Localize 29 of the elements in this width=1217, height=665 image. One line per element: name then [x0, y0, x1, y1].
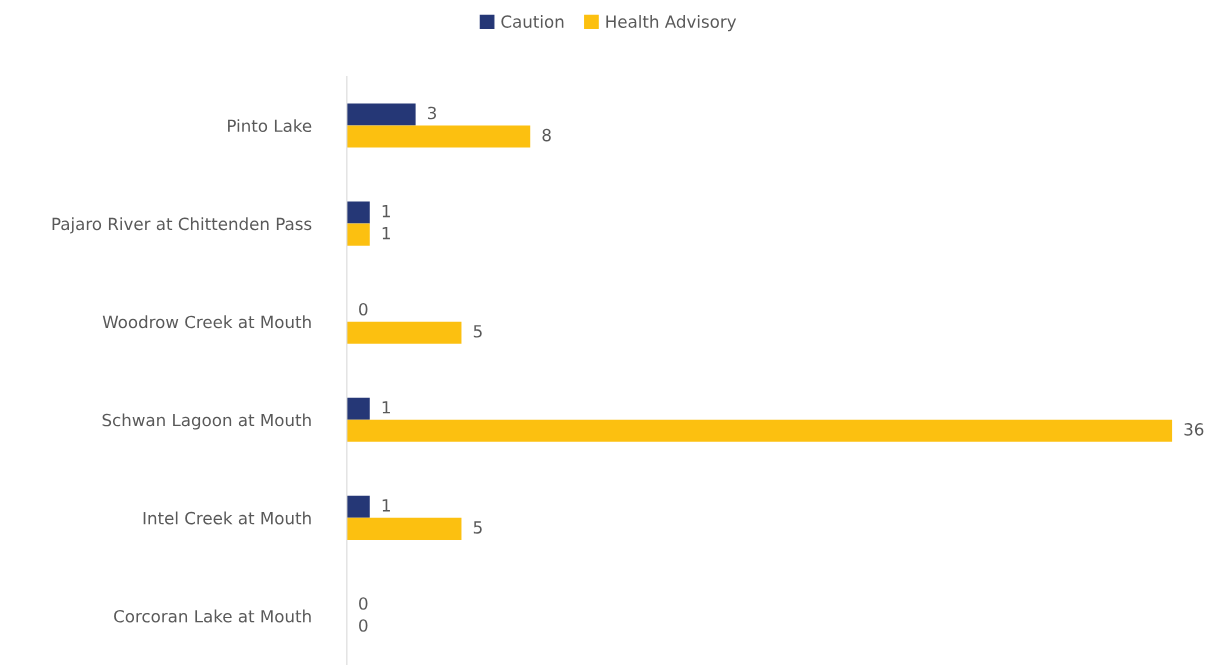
- y-tick-label: Pinto Lake: [228, 119, 312, 133]
- data-label: 0: [359, 597, 368, 610]
- data-label: 1: [382, 205, 390, 218]
- data-label: 8: [542, 128, 551, 142]
- data-label: 1: [382, 401, 390, 414]
- bar: [346, 321, 462, 344]
- bar: [346, 517, 462, 540]
- bar: [346, 125, 531, 148]
- bar: [346, 103, 416, 126]
- y-tick-label: Corcoran Lake at Mouth: [114, 609, 311, 623]
- data-label: 5: [473, 325, 482, 338]
- legend-label: Health Advisory: [606, 15, 737, 32]
- data-label: 5: [473, 521, 482, 534]
- bar: [346, 201, 370, 224]
- y-tick-label: Woodrow Creek at Mouth: [102, 315, 311, 329]
- data-label: 1: [382, 227, 390, 240]
- data-label: 0: [359, 302, 368, 316]
- bar: [346, 495, 370, 518]
- y-tick-label: Intel Creek at Mouth: [143, 511, 311, 525]
- data-label: 3: [428, 106, 436, 120]
- bar: [346, 223, 370, 246]
- data-label: 36: [1184, 423, 1204, 436]
- legend-label: Caution: [501, 15, 564, 28]
- data-label: 0: [359, 619, 368, 632]
- data-label: 1: [382, 499, 390, 512]
- y-tick-label: Schwan Lagoon at Mouth: [102, 413, 311, 430]
- bar: [346, 397, 370, 420]
- y-tick-label: Pajaro River at Chittenden Pass: [52, 217, 312, 234]
- bar: [346, 419, 1173, 442]
